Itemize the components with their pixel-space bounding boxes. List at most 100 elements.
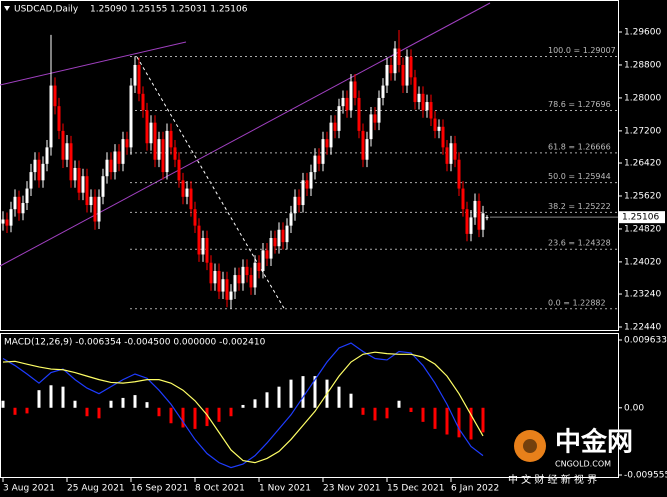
candle-body: [45, 147, 49, 164]
candle-body: [289, 213, 293, 226]
histogram-bar: [421, 407, 425, 422]
candle-body: [421, 93, 425, 111]
y-tick-label: 1.25620: [624, 191, 661, 201]
candle-body: [125, 139, 129, 148]
symbol-icon: [4, 6, 10, 11]
candle-body: [485, 217, 489, 219]
candle-body: [401, 64, 405, 86]
histogram-bar: [433, 407, 437, 429]
candle-body: [145, 110, 149, 144]
y-tick-label: 1.24820: [624, 224, 661, 234]
candle-body: [405, 56, 409, 86]
candle-body: [249, 275, 253, 288]
candle-body: [465, 209, 469, 234]
candle-body: [181, 180, 185, 197]
histogram-bar: [373, 407, 377, 421]
candle-body: [133, 64, 137, 86]
histogram-bar: [445, 407, 449, 435]
logo: [523, 439, 537, 453]
trend-line: [0, 2, 491, 267]
candle-body: [473, 200, 477, 218]
candle-body: [29, 172, 33, 189]
histogram-bar: [457, 407, 461, 438]
candle-body: [345, 97, 349, 111]
candle-body: [17, 196, 21, 214]
candle-body: [185, 188, 189, 197]
histogram-bar: [349, 393, 353, 408]
histogram-bar: [313, 376, 317, 408]
histogram-bar: [337, 386, 341, 408]
candle-body: [425, 102, 429, 111]
candle-body: [241, 266, 245, 284]
candle-body: [225, 279, 229, 300]
candle-body: [73, 167, 77, 181]
candle-body: [373, 114, 377, 123]
candle-body: [141, 93, 145, 111]
candle-body: [321, 139, 325, 164]
candle-body: [385, 64, 389, 86]
candle-body: [253, 262, 257, 288]
candle-body: [461, 188, 465, 210]
histogram-bar: [409, 407, 413, 412]
candle-body: [137, 64, 141, 94]
candle-body: [189, 188, 193, 210]
candle-body: [153, 122, 157, 160]
y-tick-label: 0.00: [624, 403, 644, 413]
candle-body: [129, 85, 133, 148]
candle-body: [229, 291, 233, 300]
candle-body: [121, 139, 125, 164]
x-tick-label: 3 Aug 2021: [3, 484, 55, 494]
x-tick-label: 25 Aug 2021: [67, 484, 125, 494]
candle-body: [149, 122, 153, 144]
candle-body: [353, 81, 357, 98]
histogram-bar: [361, 407, 365, 415]
main-frame: [0, 0, 619, 331]
histogram-bar: [385, 407, 389, 419]
candle-body: [301, 180, 305, 206]
macd-title: MACD(12,26,9) -0.006354 -0.004500 0.0000…: [4, 338, 266, 348]
candle-body: [85, 176, 89, 206]
candle-body: [413, 77, 417, 103]
candle-body: [393, 48, 397, 74]
candle-body: [285, 225, 289, 243]
y-tick-label: 1.27200: [624, 126, 661, 136]
histogram-bar: [265, 392, 269, 408]
y-tick-label: -0.009555: [624, 471, 667, 481]
histogram-bar: [157, 407, 161, 417]
y-tick-label: 1.22440: [624, 322, 661, 332]
x-tick-label: 6 Jan 2022: [451, 484, 499, 494]
candle-body: [317, 155, 321, 164]
candle-body: [9, 209, 13, 226]
fib-label: 100.0 = 1.29007: [548, 46, 616, 55]
candle-body: [201, 238, 205, 255]
candle-body: [265, 250, 269, 259]
candle-body: [177, 159, 181, 181]
candle-body: [269, 238, 273, 259]
candle-body: [57, 106, 61, 131]
fib-label: 61.8 = 1.26666: [548, 142, 611, 151]
candle-body: [297, 196, 301, 206]
ohlc-text: 1.25090 1.25155 1.25031 1.25106: [90, 5, 248, 15]
y-tick-label: 1.29600: [624, 28, 661, 38]
histogram-bar: [481, 407, 485, 433]
macd-line: [2, 351, 484, 464]
fib-label: 38.2 = 1.25222: [548, 202, 611, 211]
candle-body: [309, 172, 313, 189]
candle-body: [197, 225, 201, 255]
candle-body: [165, 130, 169, 173]
candle-body: [261, 250, 265, 271]
candle-body: [93, 196, 97, 222]
y-tick-label: 1.28000: [624, 93, 661, 103]
candle-body: [245, 266, 249, 276]
histogram-bar: [169, 407, 173, 424]
last-price-label: 1.25106: [622, 213, 659, 223]
x-tick-label: 15 Dec 2021: [387, 484, 445, 494]
histogram-bar: [397, 400, 401, 408]
candle-body: [457, 159, 461, 189]
fib-label: 78.6 = 1.27696: [548, 100, 611, 109]
candle-body: [97, 196, 101, 222]
candle-body: [157, 139, 161, 160]
candle-body: [381, 85, 385, 98]
candle-body: [313, 155, 317, 173]
histogram-bar: [205, 407, 209, 427]
